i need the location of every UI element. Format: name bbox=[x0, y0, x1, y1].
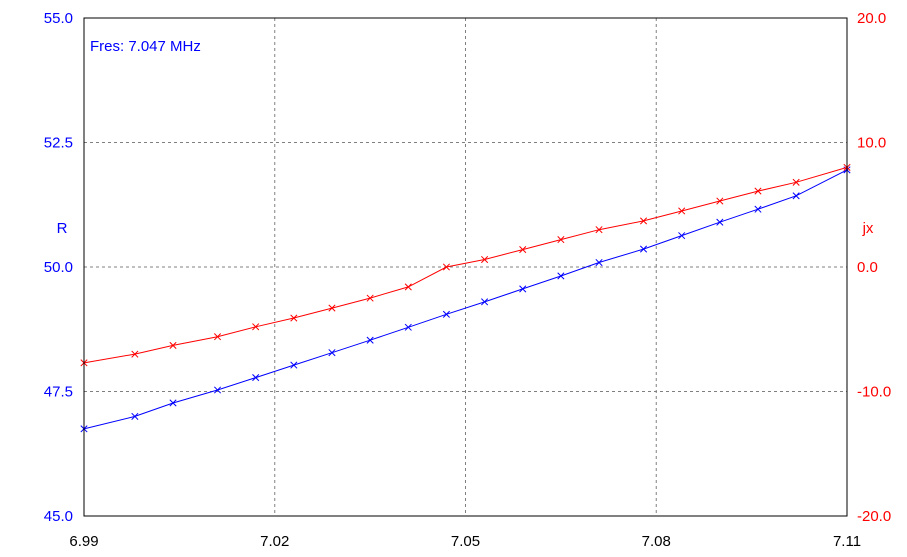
right-tick-label: -20.0 bbox=[857, 508, 891, 525]
plot-frame bbox=[83, 17, 848, 517]
series-layer bbox=[80, 163, 851, 433]
r-data-point bbox=[678, 232, 686, 240]
r-data-point bbox=[366, 336, 374, 344]
r-data-point bbox=[290, 361, 298, 369]
jx-data-point bbox=[442, 263, 450, 271]
r-data-point bbox=[557, 272, 565, 280]
jx-data-point bbox=[131, 350, 139, 358]
right-tick-label: 10.0 bbox=[857, 135, 886, 152]
left-tick-label: 52.5 bbox=[44, 135, 73, 152]
r-data-point bbox=[328, 349, 336, 357]
jx-data-point bbox=[754, 187, 762, 195]
jx-data-point bbox=[519, 246, 527, 254]
jx-data-point bbox=[639, 217, 648, 225]
r-series-line bbox=[83, 169, 848, 430]
jx-data-point bbox=[366, 294, 374, 302]
resonance-annotation: Fres: 7.047 MHz bbox=[90, 38, 201, 55]
jx-data-point bbox=[678, 207, 686, 215]
jx-data-point bbox=[252, 323, 260, 331]
jx-data-point bbox=[213, 333, 222, 341]
jx-data-point bbox=[169, 341, 177, 349]
right-tick-label: 0.0 bbox=[857, 259, 878, 276]
right-tick-label: -10.0 bbox=[857, 384, 891, 401]
jx-data-point bbox=[595, 226, 603, 234]
jx-series-line bbox=[83, 166, 848, 364]
r-data-point bbox=[792, 192, 800, 200]
r-data-point bbox=[252, 374, 260, 382]
x-tick-label: 6.99 bbox=[69, 533, 98, 550]
jx-data-point bbox=[481, 255, 489, 264]
x-tick-label: 7.08 bbox=[642, 533, 671, 550]
r-data-point bbox=[131, 412, 139, 420]
r-data-point bbox=[639, 245, 648, 253]
jx-data-point bbox=[290, 314, 298, 322]
left-tick-label: 47.5 bbox=[44, 384, 73, 401]
tick-labels: 6.99 7.02 7.05 7.08 7.11 45.0 47.5 50.0 52.5 55.0… bbox=[44, 10, 891, 550]
left-axis-label: R bbox=[57, 220, 68, 237]
r-data-point bbox=[754, 205, 762, 213]
r-data-point bbox=[169, 399, 177, 407]
r-data-point bbox=[519, 285, 527, 293]
r-data-point bbox=[213, 386, 222, 394]
jx-data-point bbox=[716, 197, 724, 205]
jx-data-point bbox=[404, 283, 412, 291]
x-tick-label: 7.05 bbox=[451, 533, 480, 550]
r-data-point bbox=[716, 218, 724, 226]
right-tick-label: 20.0 bbox=[857, 10, 886, 27]
r-data-point bbox=[442, 310, 450, 318]
jx-data-point bbox=[792, 178, 800, 186]
left-tick-label: 55.0 bbox=[44, 10, 73, 27]
left-tick-label: 50.0 bbox=[44, 259, 73, 276]
r-data-point bbox=[481, 298, 489, 306]
right-axis-label: jx bbox=[862, 220, 874, 237]
left-tick-label: 45.0 bbox=[44, 508, 73, 525]
x-tick-label: 7.02 bbox=[260, 533, 289, 550]
x-tick-label: 7.11 bbox=[833, 533, 861, 550]
r-data-point bbox=[404, 323, 412, 331]
jx-data-point bbox=[557, 236, 565, 244]
jx-data-point bbox=[328, 304, 336, 312]
r-data-point bbox=[595, 258, 603, 267]
